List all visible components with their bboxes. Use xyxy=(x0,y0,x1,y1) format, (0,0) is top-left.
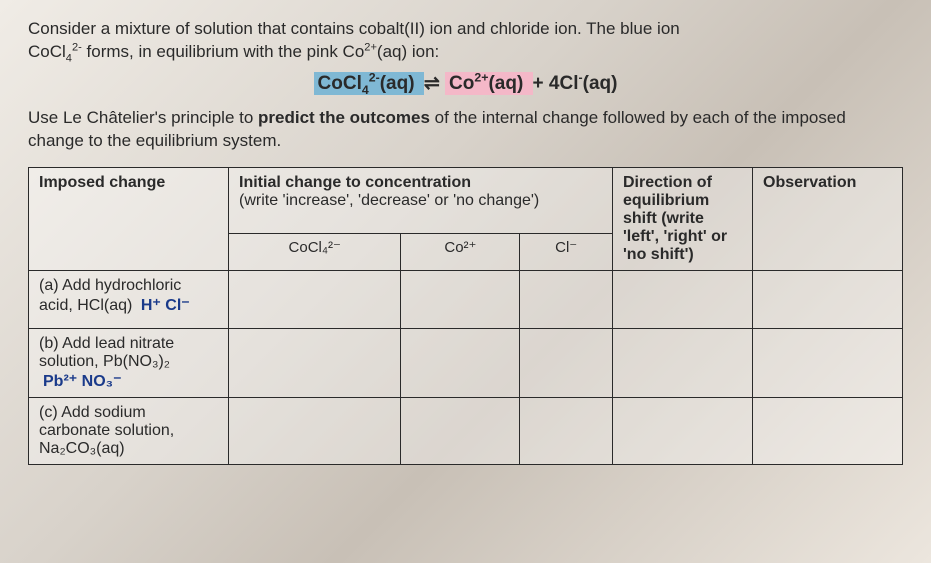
col-direction: Direction of equilibrium shift (write 'l… xyxy=(613,167,753,270)
eq-cl-tail: (aq) xyxy=(583,73,618,94)
cell-a-cl[interactable] xyxy=(520,270,613,328)
row-b-label: (b) Add lead nitrate solution, Pb(NO₃)₂ … xyxy=(29,328,229,397)
subcol-cl: Cl⁻ xyxy=(520,234,613,271)
cell-a-cocl[interactable] xyxy=(229,270,401,328)
cell-b-co[interactable] xyxy=(401,328,520,397)
row-a-annot: H⁺ Cl⁻ xyxy=(141,297,190,314)
prediction-table: Imposed change Initial change to concent… xyxy=(28,167,903,465)
eq-right-b: (aq) xyxy=(488,73,523,94)
instr-b: predict the outcomes xyxy=(258,108,430,127)
row-c-text: (c) Add sodium carbonate solution, Na₂CO… xyxy=(39,404,174,457)
eq-left-sub: 4 xyxy=(362,83,369,97)
intro-line2c: (aq) ion: xyxy=(377,42,439,61)
instruction-text: Use Le Châtelier's principle to predict … xyxy=(28,107,903,153)
row-b-annot: Pb²⁺ NO₃⁻ xyxy=(43,373,122,390)
eq-left-sup: 2- xyxy=(369,71,380,85)
cell-c-cocl[interactable] xyxy=(229,397,401,464)
cell-c-dir[interactable] xyxy=(613,397,753,464)
eq-left-b: (aq) xyxy=(380,73,415,94)
cell-b-cl[interactable] xyxy=(520,328,613,397)
cell-b-dir[interactable] xyxy=(613,328,753,397)
cell-b-cocl[interactable] xyxy=(229,328,401,397)
eq-arrows: ⇌ xyxy=(424,73,445,94)
intro-sup2: 2+ xyxy=(364,41,377,53)
row-b-text: (b) Add lead nitrate solution, Pb(NO₃)₂ xyxy=(39,335,174,370)
worksheet-page: Consider a mixture of solution that cont… xyxy=(0,0,931,563)
intro-text: Consider a mixture of solution that cont… xyxy=(28,18,903,64)
eq-right-sup: 2+ xyxy=(474,71,488,85)
col-observation: Observation xyxy=(753,167,903,270)
subcol-cocl: CoCl₄²⁻ xyxy=(229,234,401,271)
row-c-label: (c) Add sodium carbonate solution, Na₂CO… xyxy=(29,397,229,464)
intro-line2b: forms, in equilibrium with the pink Co xyxy=(87,42,365,61)
col-initial: Initial change to concentration (write '… xyxy=(229,167,613,233)
intro-formula-a: CoCl xyxy=(28,42,66,61)
cell-a-co[interactable] xyxy=(401,270,520,328)
col-initial-b: (write 'increase', 'decrease' or 'no cha… xyxy=(239,192,539,209)
table-row: (a) Add hydrochloric acid, HCl(aq) H⁺ Cl… xyxy=(29,270,903,328)
eq-right: Co2+(aq) xyxy=(445,72,533,95)
cell-c-co[interactable] xyxy=(401,397,520,464)
eq-left: CoCl42-(aq) xyxy=(314,72,424,95)
cell-b-obs[interactable] xyxy=(753,328,903,397)
eq-left-a: CoCl xyxy=(318,73,362,94)
cell-a-dir[interactable] xyxy=(613,270,753,328)
intro-line1: Consider a mixture of solution that cont… xyxy=(28,19,680,38)
intro-sup: 2- xyxy=(72,41,82,53)
intro-sub: 4 xyxy=(66,52,72,64)
cell-c-obs[interactable] xyxy=(753,397,903,464)
cell-c-cl[interactable] xyxy=(520,397,613,464)
equilibrium-equation: CoCl42-(aq) ⇌ Co2+(aq) + 4Cl-(aq) xyxy=(28,72,903,95)
row-a-label: (a) Add hydrochloric acid, HCl(aq) H⁺ Cl… xyxy=(29,270,229,328)
table-row: (b) Add lead nitrate solution, Pb(NO₃)₂ … xyxy=(29,328,903,397)
subcol-co: Co²⁺ xyxy=(401,234,520,271)
header-row-1: Imposed change Initial change to concent… xyxy=(29,167,903,233)
cell-a-obs[interactable] xyxy=(753,270,903,328)
eq-right-a: Co xyxy=(449,73,474,94)
table-row: (c) Add sodium carbonate solution, Na₂CO… xyxy=(29,397,903,464)
col-initial-a: Initial change to concentration xyxy=(239,174,471,191)
instr-a: Use Le Châtelier's principle to xyxy=(28,108,258,127)
col-imposed: Imposed change xyxy=(29,167,229,270)
eq-plus: + 4Cl xyxy=(533,73,579,94)
